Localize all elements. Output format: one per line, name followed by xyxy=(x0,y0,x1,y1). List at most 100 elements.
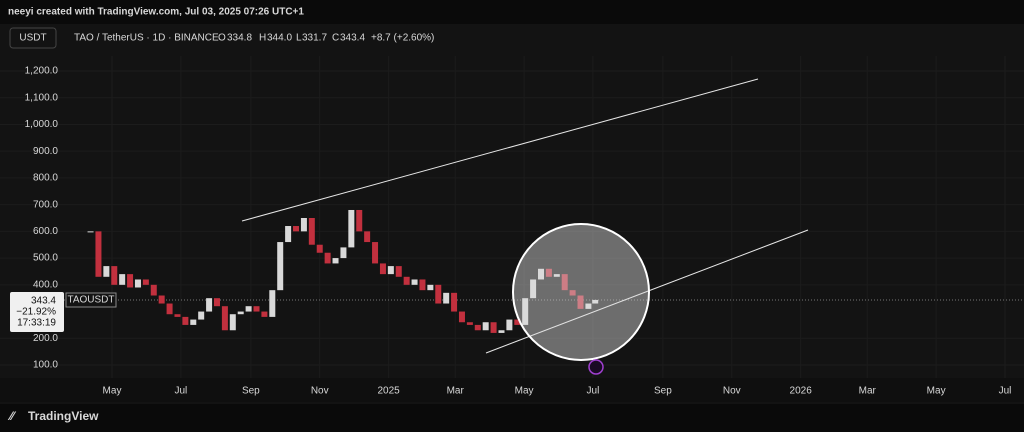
candle xyxy=(364,231,371,243)
candle xyxy=(134,279,141,288)
x-tick-label: Nov xyxy=(311,386,329,397)
candle xyxy=(419,279,426,291)
high: 344.0 xyxy=(267,33,292,44)
candle xyxy=(87,231,94,233)
price-tag xyxy=(10,292,64,332)
price-tag-pct: −21.92% xyxy=(16,307,56,318)
candle xyxy=(506,319,513,331)
candle xyxy=(316,244,323,253)
candle xyxy=(427,284,434,291)
ticker-tag xyxy=(65,292,117,308)
candle xyxy=(387,266,394,275)
x-tick-label: 2025 xyxy=(377,386,400,397)
low: 331.7 xyxy=(302,33,327,44)
y-tick-label: 1,000.0 xyxy=(25,119,59,130)
candle xyxy=(403,276,410,285)
y-tick-label: 600.0 xyxy=(33,226,58,237)
y-tick-label: 400.0 xyxy=(33,279,58,290)
logo-mark: ⁄⁄ xyxy=(7,409,17,423)
candle xyxy=(466,322,473,325)
plot xyxy=(0,56,1024,378)
candle xyxy=(119,274,126,285)
change: +8.7 (+2.60%) xyxy=(371,33,434,44)
candle xyxy=(411,279,418,285)
x-tick-label: May xyxy=(927,386,946,397)
candle xyxy=(458,311,465,323)
h-label: H xyxy=(259,33,266,44)
x-tick-label: Mar xyxy=(859,386,877,397)
candle xyxy=(585,303,592,309)
x-axis-bar xyxy=(0,378,1024,402)
candle xyxy=(538,268,545,280)
x-tick-label: May xyxy=(515,386,534,397)
candle xyxy=(253,306,260,312)
candle xyxy=(158,295,165,304)
footer-brand: TradingView xyxy=(28,409,99,423)
candle xyxy=(206,298,213,312)
upper-trendline xyxy=(241,78,759,222)
candle xyxy=(103,266,110,277)
candle xyxy=(522,298,529,325)
highlight-circle xyxy=(512,223,650,361)
y-tick-label: 900.0 xyxy=(33,146,58,157)
candle xyxy=(474,324,481,331)
x-tick-label: 2026 xyxy=(790,386,813,397)
candle xyxy=(324,252,331,264)
x-tick-label: Nov xyxy=(723,386,741,397)
x-tick-label: Sep xyxy=(242,386,260,397)
candle xyxy=(127,274,134,288)
candle xyxy=(166,303,173,315)
candle xyxy=(277,242,284,291)
candle xyxy=(356,209,363,232)
event-icon[interactable] xyxy=(588,359,604,375)
y-tick-label: 200.0 xyxy=(33,333,58,344)
candle xyxy=(332,258,339,264)
candle xyxy=(348,209,355,248)
price-tag-countdown: 17:33:19 xyxy=(17,318,56,329)
l-label: L xyxy=(296,33,302,44)
candle xyxy=(261,311,268,317)
y-tick-label: 100.0 xyxy=(33,360,58,371)
candle xyxy=(379,263,386,275)
ticker: TAOUSDT xyxy=(67,295,114,306)
y-tick-label: 1,100.0 xyxy=(25,92,59,103)
candle xyxy=(514,319,521,325)
candle xyxy=(340,247,347,259)
currency[interactable]: USDT xyxy=(19,33,46,44)
candle xyxy=(577,295,584,309)
x-tick-label: Jul xyxy=(174,386,187,397)
candle xyxy=(174,314,181,317)
candle xyxy=(229,314,236,331)
candle xyxy=(285,226,292,243)
candle xyxy=(150,284,157,296)
close: 343.4 xyxy=(340,33,365,44)
candle xyxy=(95,231,102,277)
y-tick-label: 500.0 xyxy=(33,253,58,264)
candle xyxy=(451,292,458,312)
candle xyxy=(569,290,576,296)
x-tick-label: May xyxy=(103,386,122,397)
candle xyxy=(245,306,252,312)
attribution: neeyi created with TradingView.com, Jul … xyxy=(8,7,304,18)
candle xyxy=(443,292,450,304)
y-tick-label: 800.0 xyxy=(33,173,58,184)
candle xyxy=(561,274,568,291)
candle xyxy=(221,306,228,331)
open: 334.8 xyxy=(227,33,252,44)
candle xyxy=(498,330,505,333)
c-label: C xyxy=(332,33,339,44)
candle xyxy=(269,290,276,317)
candle xyxy=(490,322,497,333)
footer xyxy=(0,404,1024,432)
candle xyxy=(530,279,537,299)
candle xyxy=(482,322,489,331)
candle xyxy=(545,268,552,277)
y-tick-label: 700.0 xyxy=(33,199,58,210)
candle xyxy=(237,311,244,315)
candle xyxy=(213,298,220,307)
currency-box[interactable] xyxy=(9,27,57,49)
o-label: O xyxy=(218,33,226,44)
